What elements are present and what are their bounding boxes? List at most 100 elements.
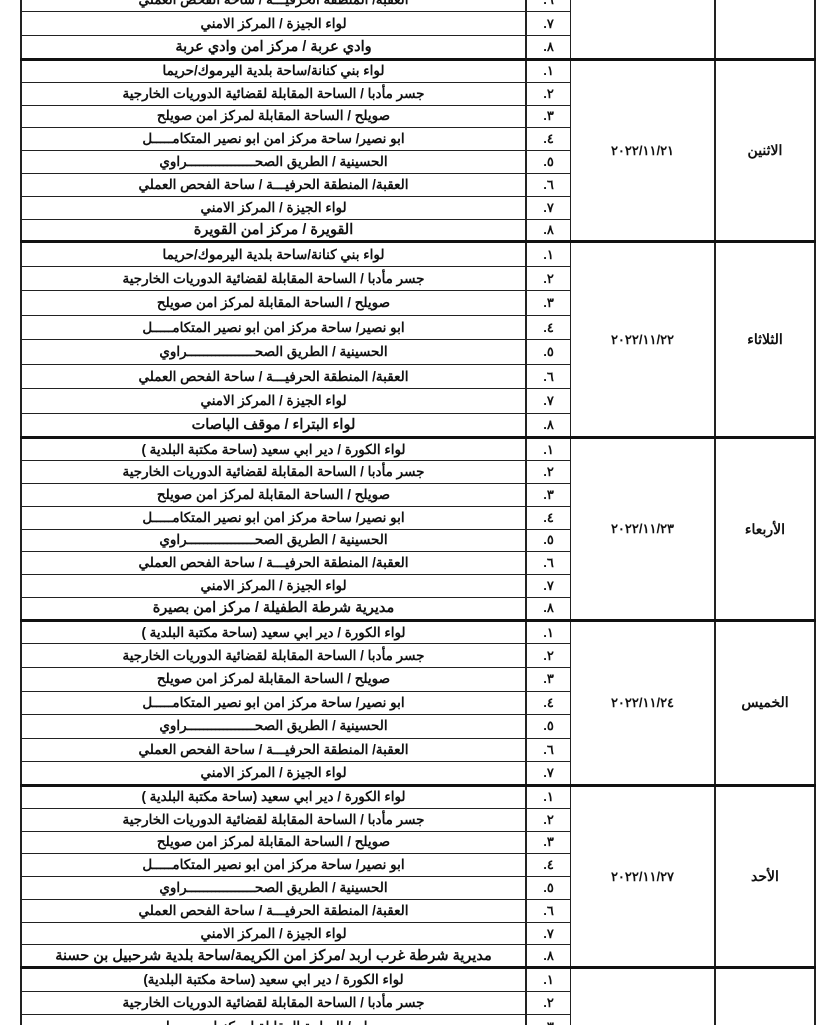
location-cell: جسر مأدبا / الساحة المقابلة لقضائية الدو… [20, 81, 527, 106]
row-number: ٤. [525, 505, 571, 530]
location-cell: لواء الجيزة / المركز الامني [20, 921, 527, 946]
row-number: ٥. [525, 150, 571, 174]
table-row: الخميس ٢٠٢٢/١١/٢٤ ١. لواء الكورة / دير ابي … [20, 618, 816, 786]
table-row: ٦.العقبة/ المنطقة الحرفيـــة / ساحة الفح… [20, 363, 815, 390]
date-cell: ٢٠٢٢/١١/٢٤ [570, 618, 716, 786]
row-number: ٨. [525, 412, 571, 439]
location-cell: الحسينية / الطريق الصحـــــــــــــــــر… [20, 339, 527, 365]
location-cell: جسر مأدبا / الساحة المقابلة لقضائية الدو… [20, 265, 527, 292]
row-number: ٣. [525, 830, 571, 855]
date-cell [570, 966, 716, 1025]
location-cell: الحسينية / الطريق الصحـــــــــــــــــر… [20, 876, 527, 900]
row-number: ٥. [525, 714, 571, 739]
table-row: ٢. جسر مأدبا / الساحة المقابلة لقضائية ال… [20, 643, 815, 668]
location-cell: وادي عربة / مركز امن وادي عربة [20, 35, 527, 60]
location-cell: جسر مأدبا / الساحة المقابلة لقضائية الدو… [20, 643, 527, 668]
row-number: ٨. [525, 944, 571, 969]
table-row: ٨. وادي عربة / مركز امن وادي عربة [20, 35, 815, 60]
day-cell [714, 966, 816, 1025]
row-number: ٢. [525, 807, 571, 832]
row-number: ٥. [525, 339, 571, 365]
table-row: ٨. القويرة / مركز امن القويرة [20, 218, 815, 243]
location-cell: لواء الجيزة / المركز الامني [20, 195, 527, 220]
location-cell: العقبة/ المنطقة الحرفيـــة / ساحة الفحص … [20, 0, 527, 12]
table-row: الثلاثاء ٢٠٢٢/١١/٢٢ ١. لواء بني كنانة/ساحة … [20, 240, 816, 439]
row-number: ٦. [525, 0, 571, 12]
location-cell: لواء الكورة / دير ابي سعيد (ساحة مكتبة ا… [20, 783, 527, 809]
row-number: ٧. [525, 574, 571, 598]
table-row: ٨. مديرية شرطة غرب اربد /مركز امن الكريمة… [20, 944, 815, 969]
day-cell: الاثنين [714, 57, 816, 243]
row-number: ٦. [525, 363, 571, 390]
location-cell: العقبة/ المنطقة الحرفيـــة / ساحة الفحص … [20, 737, 527, 763]
date-cell: ٢٠٢٢/١١/٢٣ [570, 436, 716, 621]
row-number: ٤. [525, 853, 571, 878]
location-cell: جسر مأدبا / الساحة المقابلة لقضائية الدو… [20, 807, 527, 832]
date-cell [570, 0, 716, 60]
location-cell: لواء الجيزة / المركز الامني [20, 388, 527, 414]
row-number: ٧. [525, 11, 571, 36]
location-cell: صويلح / الساحة المقابلة لمركز امن صويلح [20, 830, 527, 855]
row-number: ١. [525, 966, 571, 992]
row-number: ٦. [525, 737, 571, 763]
location-cell: ابو نصير/ ساحة مركز امن ابو نصير المتكام… [20, 690, 527, 716]
table-row: ٧. لواء الجيزة / المركز الامني [20, 761, 815, 786]
row-number: ٥. [525, 528, 571, 553]
row-number: ١. [525, 58, 571, 83]
row-number: ٢. [525, 81, 571, 106]
table-row: ٣.صويلح / الساحة المقابلة لمركز امن صويل… [20, 1014, 815, 1025]
location-cell: مديرية شرطة غرب اربد /مركز امن الكريمة/س… [20, 944, 527, 969]
location-cell: الحسينية / الطريق الصحـــــــــــــــــر… [20, 150, 527, 174]
table-row: ١. لواء الكورة / دير ابي سعيد (ساحة مكتبة… [20, 966, 816, 1025]
row-number: ١. [525, 783, 571, 809]
location-cell: العقبة/ المنطقة الحرفيـــة / ساحة الفحص … [20, 898, 527, 923]
location-cell: العقبة/ المنطقة الحرفيـــة / ساحة الفحص … [20, 363, 527, 390]
location-cell: العقبة/ المنطقة الحرفيـــة / ساحة الفحص … [20, 551, 527, 576]
row-number: ٨. [525, 218, 571, 243]
location-cell: لواء الجيزة / المركز الامني [20, 761, 527, 786]
row-number: ١. [525, 240, 571, 267]
row-number: ٧. [525, 761, 571, 786]
location-cell: ابو نصير/ ساحة مركز امن ابو نصير المتكام… [20, 505, 527, 530]
table-row: ٣.صويلح / الساحة المقابلة لمركز امن صويل… [20, 482, 815, 507]
table-row: ٣.صويلح / الساحة المقابلة لمركز امن صويل… [20, 830, 815, 855]
location-cell: صويلح / الساحة المقابلة لمركز امن صويلح [20, 482, 527, 507]
table-row: ٤. ابو نصير/ ساحة مركز امن ابو نصير المتك… [20, 853, 815, 878]
day-cell [714, 0, 816, 60]
row-number: ٣. [525, 666, 571, 692]
location-cell: لواء بني كنانة/ساحة بلدية اليرموك/حريما [20, 240, 527, 267]
table-row: ٥. الحسينية / الطريق الصحــــــــــــــــ… [20, 714, 815, 739]
location-cell: لواء الجيزة / المركز الامني [20, 574, 527, 598]
table-row: الأربعاء ٢٠٢٢/١١/٢٣ ١. لواء الكورة / دير اب… [20, 436, 816, 621]
location-cell: ابو نصير/ ساحة مركز امن ابو نصير المتكام… [20, 127, 527, 152]
location-cell: لواء الكورة / دير ابي سعيد (ساحة مكتبة ا… [20, 966, 527, 992]
location-cell: لواء البتراء / موقف الباصات [20, 412, 527, 439]
location-cell: العقبة/ المنطقة الحرفيـــة / ساحة الفحص … [20, 172, 527, 197]
row-number: ٣. [525, 290, 571, 316]
row-number: ١. [525, 436, 571, 462]
location-cell: لواء الجيزة / المركز الامني [20, 11, 527, 36]
table-row: ٦.العقبة/ المنطقة الحرفيـــة / ساحة الفح… [20, 898, 815, 923]
row-number: ٦. [525, 898, 571, 923]
location-cell: جسر مأدبا / الساحة المقابلة لقضائية الدو… [20, 460, 527, 484]
row-number: ٨. [525, 596, 571, 621]
row-number: ٤. [525, 127, 571, 152]
row-number: ٣. [525, 482, 571, 507]
location-cell: الحسينية / الطريق الصحـــــــــــــــــر… [20, 528, 527, 553]
day-cell: الخميس [714, 618, 816, 786]
table-row: ٧. لواء الجيزة / المركز الامني [20, 574, 815, 598]
table-row: ٧. لواء الجيزة / المركز الامني [20, 388, 815, 414]
row-number: ٢. [525, 460, 571, 484]
table-row: ٣.صويلح / الساحة المقابلة لمركز امن صويل… [20, 290, 815, 316]
table-row: ٢. جسر مأدبا / الساحة المقابلة لقضائية ال… [20, 807, 815, 832]
row-number: ٤. [525, 690, 571, 716]
table-row: ٥. الحسينية / الطريق الصحــــــــــــــــ… [20, 528, 815, 553]
location-cell: صويلح / الساحة المقابلة لمركز امن صويلح [20, 666, 527, 692]
table-row: ٦.العقبة/ المنطقة الحرفيـــة / ساحة الفح… [20, 0, 816, 60]
row-number: ٣. [525, 104, 571, 129]
row-number: ٦. [525, 172, 571, 197]
table-row: ٦.العقبة/ المنطقة الحرفيـــة / ساحة الفح… [20, 737, 815, 763]
table-row: ٨. لواء البتراء / موقف الباصات [20, 412, 815, 439]
location-cell: الحسينية / الطريق الصحـــــــــــــــــر… [20, 714, 527, 739]
